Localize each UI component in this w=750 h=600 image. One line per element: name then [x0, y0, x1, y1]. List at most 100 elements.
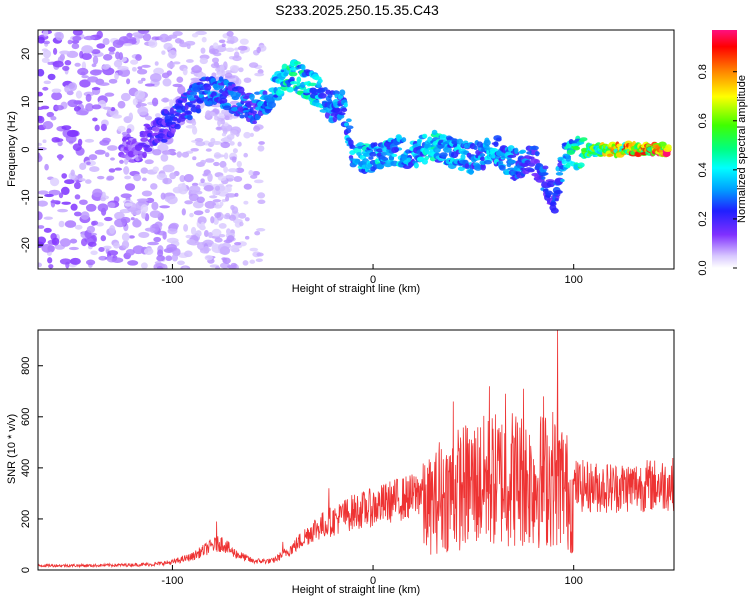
ridge-blob — [317, 78, 323, 84]
ridge-blob — [531, 145, 539, 151]
ridge-blob — [286, 86, 295, 93]
y-axis-label-bottom: SNR (10 * v/v) — [6, 414, 18, 484]
noise-blob — [184, 200, 193, 205]
noise-blob — [213, 161, 220, 167]
noise-blob — [185, 234, 192, 239]
noise-blob — [80, 211, 90, 220]
noise-blob — [162, 78, 172, 87]
noise-blob — [229, 141, 235, 146]
noise-blob — [41, 48, 49, 52]
noise-blob — [195, 141, 206, 147]
noise-blob — [43, 80, 52, 85]
ridge-blob — [174, 123, 181, 130]
x-axis-label-top: Height of straight line (km) — [292, 283, 420, 295]
noise-blob — [38, 91, 44, 97]
ridge-blob — [507, 154, 517, 159]
ridge-blob — [413, 162, 419, 169]
noise-blob — [256, 252, 264, 257]
noise-blob — [237, 45, 248, 51]
noise-blob — [238, 241, 247, 247]
noise-blob — [163, 42, 173, 51]
noise-blob — [92, 117, 98, 122]
x-tick-label: -100 — [161, 274, 183, 286]
x-tick-label: -100 — [161, 575, 183, 587]
noise-blob — [207, 173, 213, 182]
noise-blob — [242, 260, 249, 266]
noise-blob — [50, 200, 61, 204]
noise-blob — [172, 83, 183, 88]
noise-blob — [77, 67, 89, 76]
noise-blob — [219, 246, 231, 256]
ridge-blob — [550, 207, 559, 214]
noise-blob — [204, 255, 213, 261]
noise-blob — [248, 170, 254, 176]
noise-blob — [64, 179, 75, 185]
noise-blob — [195, 230, 202, 237]
noise-blob — [177, 85, 186, 95]
noise-blob — [138, 231, 150, 238]
noise-blob — [125, 248, 135, 256]
noise-blob — [135, 54, 142, 61]
x-ticks-top: -100 0 100 — [161, 264, 583, 286]
ridge-blob — [119, 159, 124, 164]
noise-blob — [221, 132, 227, 137]
noise-blob — [64, 85, 70, 93]
noise-blob — [161, 97, 170, 103]
noise-blob — [121, 240, 130, 249]
ridge-blob — [293, 61, 301, 65]
noise-blob — [235, 167, 245, 174]
noise-blob — [166, 195, 178, 205]
noise-blob — [104, 92, 115, 97]
ridge-blob — [439, 134, 448, 140]
ridge-blob — [424, 155, 430, 161]
ridge-blob — [544, 190, 553, 196]
y-tick-label: 0 — [20, 567, 32, 573]
noise-blob — [208, 48, 219, 55]
noise-blob — [78, 178, 86, 182]
noise-blob — [134, 90, 146, 100]
noise-blob — [58, 192, 64, 199]
noise-blob — [244, 235, 250, 240]
noise-blob — [179, 175, 186, 183]
noise-blob — [126, 78, 131, 85]
ridge-blob — [338, 112, 346, 116]
noise-blob — [181, 151, 190, 158]
noise-blob — [84, 138, 95, 143]
ridge-blob — [325, 89, 331, 95]
noise-blob — [86, 161, 91, 165]
noise-blob — [207, 232, 213, 238]
noise-blob — [96, 30, 103, 39]
noise-blob — [218, 223, 227, 229]
noise-blob — [112, 39, 124, 49]
noise-blob — [145, 197, 155, 204]
noise-blob — [210, 216, 215, 224]
noise-blob — [101, 64, 110, 70]
noise-blob — [162, 177, 173, 185]
noise-blob — [230, 204, 235, 211]
noise-blob — [44, 163, 49, 171]
noise-blob — [248, 62, 259, 68]
noise-blob — [220, 118, 226, 125]
ridge-blob — [296, 76, 302, 83]
ridge-blob — [143, 144, 151, 148]
noise-blob — [189, 212, 194, 218]
noise-blob — [144, 83, 155, 87]
noise-blob — [114, 72, 119, 80]
noise-blob — [229, 65, 240, 72]
noise-blob — [123, 43, 133, 47]
noise-blob — [42, 86, 49, 91]
noise-blob — [253, 125, 261, 132]
ridge-blob — [422, 133, 428, 139]
noise-blob — [102, 37, 110, 46]
ridge-blob — [473, 145, 478, 151]
noise-blob — [47, 257, 53, 264]
ridge-blob — [566, 149, 575, 155]
ridge-blob — [343, 122, 349, 127]
ridge-blob — [218, 76, 224, 82]
noise-blob — [205, 158, 215, 163]
y-tick-label: -10 — [20, 189, 32, 205]
ridge-blob — [391, 153, 398, 158]
noise-blob — [151, 201, 159, 211]
noise-blob — [92, 55, 99, 65]
noise-blob — [102, 53, 113, 61]
